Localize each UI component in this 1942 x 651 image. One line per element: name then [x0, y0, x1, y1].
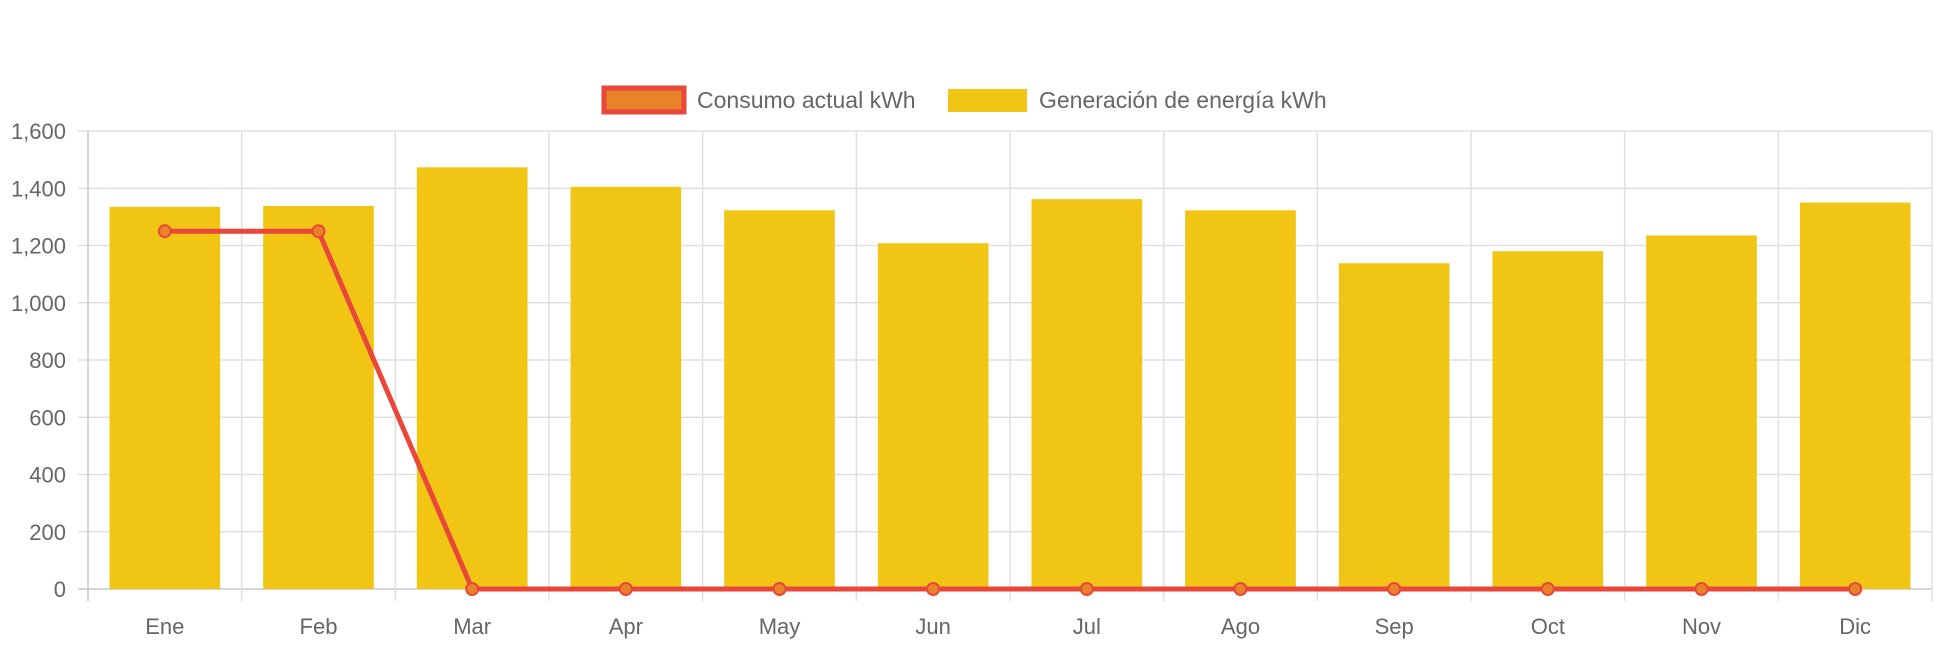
bar-may[interactable] — [724, 210, 835, 589]
point-mar[interactable] — [465, 582, 480, 596]
line-series — [157, 224, 1863, 596]
legend-label-consumption[interactable]: Consumo actual kWh — [697, 87, 916, 113]
point-ene[interactable] — [157, 224, 172, 239]
axes: 0 200 400 600 800 1,000 1,200 1,400 1,600 Ene Feb M… — [11, 119, 1871, 639]
bar-jul[interactable] — [1031, 199, 1143, 589]
consumption-line — [164, 228, 1856, 592]
y-tick-label: 0 — [54, 577, 66, 602]
y-tick-label: 1,000 — [11, 291, 66, 316]
x-tick-label: May — [759, 614, 801, 639]
x-tick-label: Ene — [145, 614, 184, 639]
bar-nov[interactable] — [1646, 235, 1757, 589]
x-tick-label: Nov — [1682, 614, 1721, 639]
x-tick-label: Jun — [915, 614, 950, 639]
bar-mar[interactable] — [416, 167, 528, 589]
bar-ene[interactable] — [109, 206, 221, 589]
point-sep[interactable] — [1387, 582, 1402, 596]
point-jul[interactable] — [1079, 582, 1094, 596]
legend-label-generation[interactable]: Generación de energía kWh — [1039, 87, 1327, 113]
x-tick-label: Dic — [1839, 614, 1871, 639]
bar-jun[interactable] — [877, 243, 989, 589]
y-tick-label: 1,600 — [11, 119, 66, 144]
x-tick-label: Oct — [1531, 614, 1565, 639]
x-tick-label: Sep — [1375, 614, 1414, 639]
y-tick-label: 600 — [29, 405, 66, 430]
bar-oct[interactable] — [1492, 251, 1604, 589]
y-tick-label: 400 — [29, 463, 66, 488]
bar-apr[interactable] — [570, 186, 682, 589]
y-tick-label: 1,200 — [11, 234, 66, 259]
point-apr[interactable] — [618, 582, 633, 596]
y-tick-label: 200 — [29, 520, 66, 545]
x-tick-label: Apr — [609, 614, 643, 639]
y-tick-label: 1,400 — [11, 176, 66, 201]
bar-feb[interactable] — [263, 205, 374, 589]
grid — [78, 130, 1933, 601]
bar-series — [109, 167, 1911, 589]
point-oct[interactable] — [1540, 582, 1555, 596]
legend-swatch-consumption[interactable] — [601, 85, 687, 115]
x-tick-label: Mar — [453, 614, 491, 639]
point-nov[interactable] — [1694, 582, 1709, 596]
point-may[interactable] — [772, 582, 787, 596]
bar-ago[interactable] — [1185, 210, 1296, 589]
legend-swatch-generation[interactable] — [948, 89, 1027, 112]
point-jun[interactable] — [926, 582, 941, 596]
point-feb[interactable] — [311, 224, 326, 239]
point-ago[interactable] — [1233, 582, 1248, 596]
x-tick-label: Ago — [1221, 614, 1260, 639]
bar-dic[interactable] — [1799, 202, 1911, 589]
x-tick-label: Feb — [300, 614, 338, 639]
x-tick-label: Jul — [1073, 614, 1101, 639]
y-tick-label: 800 — [29, 348, 66, 373]
bar-sep[interactable] — [1338, 263, 1450, 589]
point-dic[interactable] — [1848, 582, 1863, 596]
legend: Consumo actual kWh Generación de energía … — [601, 85, 1327, 115]
